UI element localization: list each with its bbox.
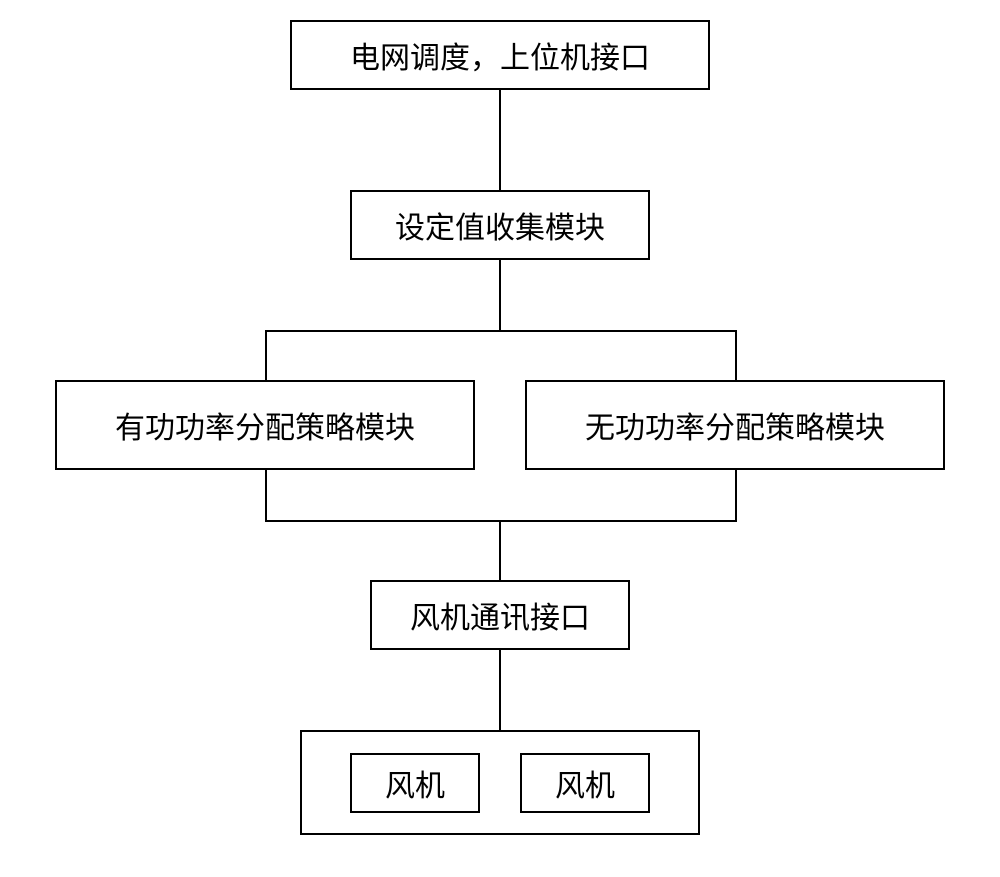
node-setpoint-collect: 设定值收集模块 [350, 190, 650, 260]
node-turbine: 风机 [350, 753, 480, 813]
connector [265, 330, 267, 380]
node-active-power: 有功功率分配策略模块 [55, 380, 475, 470]
connector [499, 260, 501, 330]
node-label: 风机 [555, 761, 615, 805]
node-turbine-container: 风机 风机 [300, 730, 700, 835]
node-turbine: 风机 [520, 753, 650, 813]
connector [265, 470, 267, 520]
connector [735, 470, 737, 520]
node-reactive-power: 无功功率分配策略模块 [525, 380, 945, 470]
node-grid-dispatch: 电网调度，上位机接口 [290, 20, 710, 90]
connector [735, 330, 737, 380]
connector [265, 520, 737, 522]
node-label: 无功功率分配策略模块 [585, 403, 885, 447]
connector [499, 90, 501, 190]
connector [499, 520, 501, 580]
node-label: 风机 [385, 761, 445, 805]
node-label: 电网调度，上位机接口 [350, 33, 650, 77]
node-label: 设定值收集模块 [395, 203, 605, 247]
node-label: 风机通讯接口 [410, 593, 590, 637]
connector [265, 330, 737, 332]
node-label: 有功功率分配策略模块 [115, 403, 415, 447]
flowchart-diagram: 电网调度，上位机接口 设定值收集模块 有功功率分配策略模块 无功功率分配策略模块… [0, 0, 1000, 877]
node-comm-interface: 风机通讯接口 [370, 580, 630, 650]
connector [499, 650, 501, 730]
